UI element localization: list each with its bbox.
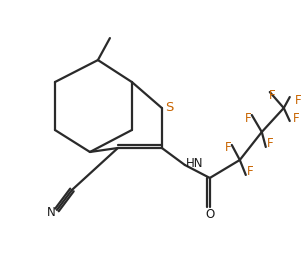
Text: O: O — [205, 209, 214, 221]
Text: S: S — [165, 101, 173, 114]
Text: HN: HN — [186, 157, 203, 171]
Text: N: N — [47, 206, 55, 219]
Text: F: F — [244, 111, 251, 125]
Text: F: F — [268, 88, 275, 102]
Text: F: F — [225, 142, 231, 154]
Text: F: F — [293, 111, 299, 125]
Text: F: F — [247, 166, 253, 178]
Text: F: F — [266, 138, 273, 150]
Text: F: F — [294, 93, 301, 107]
